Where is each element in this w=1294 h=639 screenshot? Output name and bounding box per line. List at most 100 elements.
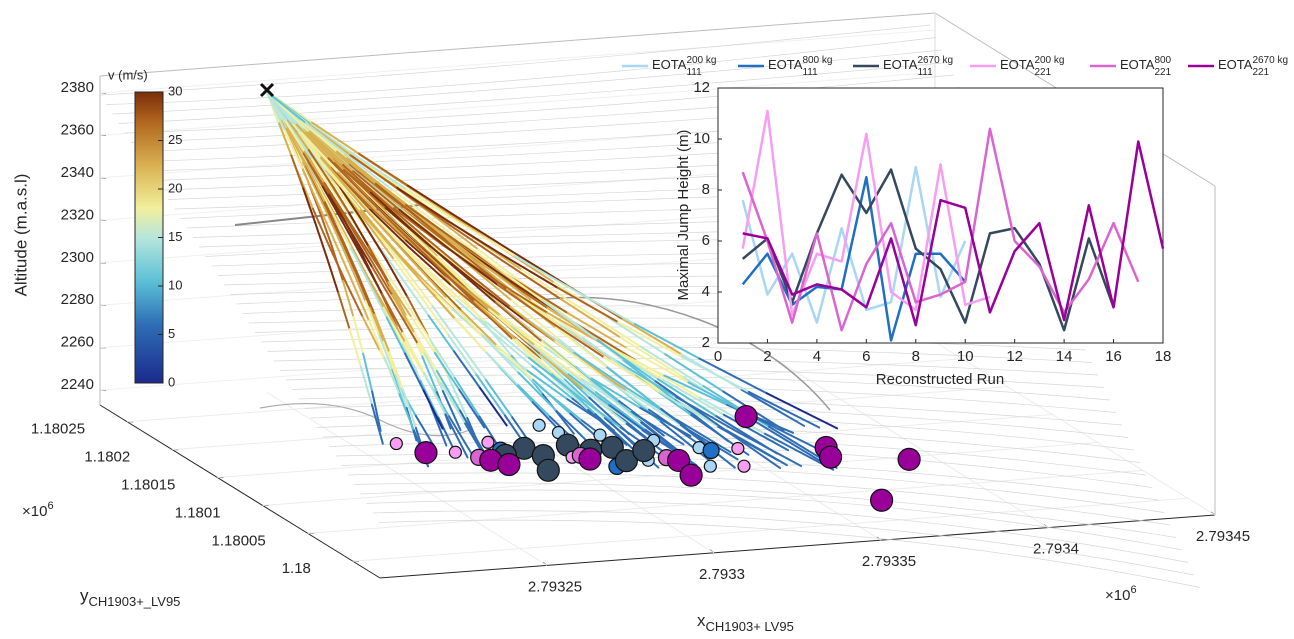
trajectory-segment [372, 405, 383, 444]
deposition-point [533, 419, 545, 431]
x-grid-line [935, 342, 1215, 515]
deposition-point [633, 440, 655, 462]
deposition-point [390, 438, 402, 450]
legend-sup: 200 kg [686, 55, 716, 66]
inset-plot-area [718, 88, 1163, 343]
colorbar-tick-label: 25 [168, 132, 182, 147]
inset-y-tick-label: 10 [693, 130, 710, 147]
deposition-point [498, 453, 520, 475]
colorbar-tick-label: 5 [168, 326, 175, 341]
deposition-point [735, 406, 757, 428]
trajectory-segment [448, 335, 476, 375]
deposition-point [703, 442, 719, 458]
deposition-point [482, 436, 494, 448]
z-tick-label: 2280 [61, 291, 94, 308]
deposition-point [738, 460, 750, 472]
deposition-point [732, 442, 744, 454]
legend-name: EOTA [1218, 57, 1253, 72]
y-exponent: ×106 [22, 500, 54, 520]
legend-entry: EOTA2670 kg111 [883, 55, 953, 78]
y-tick-label: 1.18005 [212, 532, 266, 549]
legend-sub: 221 [1034, 67, 1051, 78]
x-tick-label: 2.79325 [528, 578, 582, 595]
deposition-point [537, 459, 559, 481]
legend-sub: 221 [1154, 67, 1171, 78]
inset-x-tick-label: 18 [1155, 348, 1172, 365]
legend-sup: 2670 kg [917, 55, 953, 66]
x-tick-label: 2.7933 [699, 566, 745, 583]
terrain-contour [354, 483, 1176, 538]
inset-x-label: Reconstructed Run [876, 371, 1004, 388]
x-tick-label: 2.79335 [862, 553, 916, 570]
legend-entry: EOTA200 kg221 [1000, 55, 1064, 78]
inset-x-tick-label: 14 [1056, 348, 1073, 365]
deposition-point [704, 460, 716, 472]
figure: 2.79325 2.7933 2.79335 2.7934 2.79345 1.18 1.1… [0, 0, 1294, 639]
legend-name: EOTA [1000, 57, 1035, 72]
colorbar-title: v (m/s) [108, 67, 148, 82]
y-grid-line [308, 470, 1143, 533]
deposition-point [871, 489, 893, 511]
y-exponent-power: 6 [47, 500, 53, 512]
colorbar-tick-label: 30 [168, 83, 182, 98]
legend-entry: EOTA800221 [1120, 55, 1172, 78]
deposition-point [898, 448, 920, 470]
legend: EOTA200 kg111EOTA800 kg111EOTA2670 kg111… [622, 55, 1288, 78]
deposition-point [449, 446, 461, 458]
deposition-point [415, 442, 437, 464]
trajectory-segment [435, 353, 459, 390]
z-tick-label: 2260 [61, 334, 94, 351]
legend-name: EOTA [883, 57, 918, 72]
inset-y-tick-label: 12 [693, 79, 710, 96]
z-tick-label: 2300 [61, 249, 94, 266]
z-tick-label: 2320 [61, 206, 94, 223]
trajectory-segment [749, 392, 819, 428]
y-exponent-base: ×10 [22, 503, 47, 520]
y-tick-label: 1.1802 [84, 449, 130, 466]
legend-name: EOTA [1120, 57, 1155, 72]
legend-sup: 800 kg [802, 55, 832, 66]
legend-name: EOTA [768, 57, 803, 72]
inset-x-tick-label: 12 [1006, 348, 1023, 365]
inset-x-tick-label: 8 [912, 348, 920, 365]
y-axis-label-sub: CH1903+_LV95 [89, 594, 181, 609]
legend-sub: 111 [686, 67, 702, 78]
inset-y-tick-label: 8 [702, 181, 710, 198]
legend-sub: 111 [917, 67, 933, 78]
y-axis-label: yCH1903+_LV95 [80, 586, 180, 609]
x-axis-label: xCH1903+ LV95 [697, 611, 794, 634]
colorbar-tick-label: 15 [168, 229, 182, 244]
legend-sub: 221 [1252, 67, 1269, 78]
inset-y-tick-label: 2 [702, 334, 710, 351]
legend-sup: 2670 kg [1252, 55, 1288, 66]
colorbar: v (m/s) 051015202530 [108, 67, 182, 389]
inset-x-tick-label: 0 [714, 348, 722, 365]
legend-sup: 200 kg [1034, 55, 1064, 66]
legend-sub: 111 [802, 67, 818, 78]
x-exponent: ×106 [1105, 584, 1137, 604]
terrain-contour [311, 413, 1134, 450]
deposition-point [820, 446, 842, 468]
legend-sup: 800 [1154, 55, 1171, 66]
inset-y-label: Maximal Jump Height (m) [675, 130, 692, 301]
colorbar-tick-label: 0 [168, 374, 175, 389]
y-tick-label: 1.18025 [31, 421, 85, 438]
inset-x-tick-label: 2 [763, 348, 771, 365]
terrain-contour [342, 463, 1164, 513]
trajectory-segment [573, 290, 634, 324]
x-axis-label-sub: CH1903+ LV95 [706, 619, 794, 634]
z-tick-label: 2240 [61, 376, 94, 393]
inset-x-tick-label: 6 [862, 348, 870, 365]
colorbar-tick-label: 20 [168, 180, 182, 195]
deposition-point [680, 464, 702, 486]
legend-name: EOTA [652, 57, 687, 72]
deposition-point [579, 448, 601, 470]
x-tick-label: 2.79345 [1196, 528, 1250, 545]
x-tick-label: 2.7934 [1033, 541, 1079, 558]
z-tick-label: 2360 [61, 121, 94, 138]
trajectory-segment [486, 380, 512, 417]
x-exponent-power: 6 [1130, 584, 1136, 596]
z-tick-label: 2380 [61, 79, 94, 96]
y-tick-label: 1.18 [282, 560, 311, 577]
